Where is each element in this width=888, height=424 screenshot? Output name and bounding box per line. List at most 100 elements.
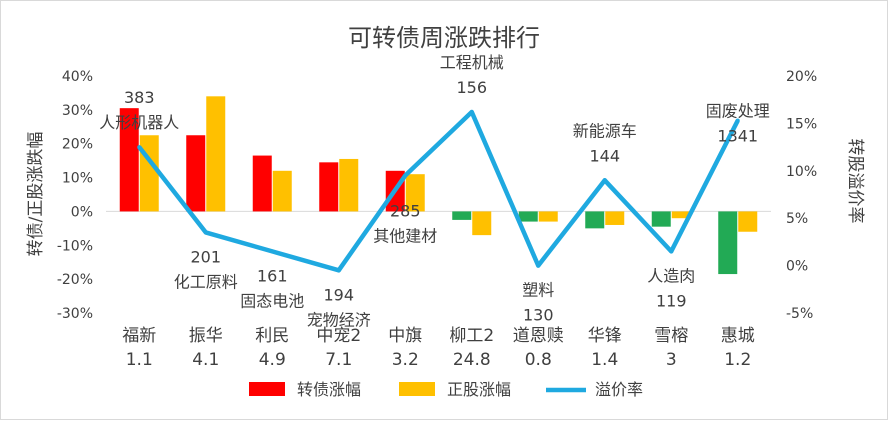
y-tick-label: -30%: [57, 306, 93, 322]
x-tick-sublabel: 4.1: [192, 350, 219, 370]
bar-convertible-change: [585, 211, 605, 229]
premium-annotation-label: 宠物经济: [307, 310, 371, 329]
x-tick-label: 柳工2: [449, 326, 494, 346]
legend-label-convertible: 转债涨幅: [297, 380, 361, 399]
x-tick-sublabel: 1.2: [724, 350, 751, 370]
premium-annotation-label: 119: [656, 291, 687, 310]
premium-annotation-label: 人造肉: [647, 266, 695, 285]
premium-annotation-label: 塑料: [522, 281, 554, 300]
legend-label-premium: 溢价率: [595, 380, 643, 399]
y2-tick-label: 5%: [786, 211, 808, 227]
premium-annotation-label: 人形机器人: [99, 113, 179, 132]
premium-annotation-label: 161: [257, 266, 288, 285]
premium-annotation-label: 144: [589, 146, 620, 165]
x-tick-label: 振华: [189, 326, 223, 346]
bar-stock-change: [671, 211, 691, 219]
bar-stock-change: [206, 96, 226, 212]
x-tick-sublabel: 7.1: [325, 350, 352, 370]
bar-convertible-change: [319, 162, 339, 212]
x-tick-label: 中宠2: [316, 326, 361, 346]
premium-rate-point: [469, 110, 474, 115]
bar-convertible-change: [452, 211, 472, 220]
bar-convertible-change: [119, 108, 139, 212]
y2-axis-ticks: -5% 0% 5% 10% 15% 20%: [786, 69, 817, 322]
premium-annotation-label: 285: [390, 202, 421, 221]
y-tick-label: 0%: [71, 204, 93, 220]
premium-annotation-label: 固废处理: [706, 102, 770, 121]
x-tick-sublabel: 3.2: [392, 350, 419, 370]
premium-annotation-label: 其他建材: [373, 227, 437, 246]
premium-rate-point: [669, 249, 674, 254]
bar-stock-change: [272, 170, 292, 212]
x-tick-label: 中旗: [388, 326, 422, 346]
x-tick-sublabel: 3: [666, 350, 677, 370]
x-tick-sublabel: 1.1: [126, 350, 153, 370]
annotations: 383 人形机器人 201 化工原料 161 固态电池 194 宠物经济 285 其他建材 工程机械…: [99, 53, 770, 329]
bar-stock-change: [538, 211, 558, 222]
bar-stock-change: [405, 174, 425, 212]
premium-rate-point: [536, 263, 541, 268]
y2-tick-label: 20%: [786, 69, 817, 85]
bar-convertible-change: [651, 211, 671, 227]
x-tick-label: 道恩赎: [513, 326, 564, 346]
x-tick-sublabel: 4.9: [259, 350, 286, 370]
premium-rate-point: [137, 145, 142, 150]
legend-label-stock: 正股涨幅: [447, 380, 511, 399]
x-tick-label: 利民: [255, 326, 289, 346]
y-axis-label: 转债/正股涨跌幅: [26, 132, 46, 257]
legend-swatch-stock: [399, 382, 435, 396]
x-axis-ticks: 福新 1.1 振华 4.1 利民 4.9 中宠2 7.1 中旗 3.2 柳工2 24.8 道恩赎 0.8 华…: [122, 326, 755, 370]
y-tick-label: 30%: [62, 103, 93, 119]
bar-stock-change: [339, 158, 359, 212]
bar-stock-change: [472, 211, 492, 236]
premium-line: [137, 109, 740, 273]
y-tick-label: 40%: [62, 69, 93, 85]
premium-rate-point: [602, 178, 607, 183]
y2-tick-label: 10%: [786, 164, 817, 180]
x-tick-label: 福新: [122, 326, 156, 346]
bar-stock-change: [738, 211, 758, 232]
x-tick-label: 惠城: [721, 326, 755, 346]
bar-stock-change: [139, 135, 159, 212]
chart-title: 可转债周涨跌排行: [348, 24, 540, 52]
premium-rate-point: [203, 230, 208, 235]
legend: 转债涨幅 正股涨幅 溢价率: [249, 380, 643, 399]
x-tick-sublabel: 1.4: [591, 350, 618, 370]
bars: [119, 96, 758, 275]
x-tick-label: 华锋: [588, 326, 622, 346]
premium-annotation-label: 固态电池: [240, 291, 304, 310]
premium-rate-point: [735, 118, 740, 123]
bar-convertible-change: [252, 155, 272, 212]
x-tick-sublabel: 0.8: [525, 350, 552, 370]
premium-annotation-label: 1341: [717, 127, 758, 146]
x-tick-label: 雪榕: [654, 326, 688, 346]
y-tick-label: 20%: [62, 137, 93, 153]
y-tick-label: -10%: [57, 238, 93, 254]
premium-rate-line: [137, 109, 740, 273]
premium-rate-point: [403, 173, 408, 178]
premium-annotation-label: 新能源车: [573, 121, 637, 140]
y-tick-label: -20%: [57, 272, 93, 288]
premium-annotation-label: 194: [323, 285, 354, 304]
bar-convertible-change: [518, 211, 538, 222]
y-axis-ticks: -30% -20% -10% 0% 10% 20% 30% 40%: [57, 69, 93, 322]
premium-annotation-label: 383: [124, 88, 155, 107]
y-tick-label: 10%: [62, 171, 93, 187]
y2-tick-label: 15%: [786, 116, 817, 132]
premium-annotation-label: 化工原料: [174, 272, 238, 291]
premium-annotation-label: 201: [190, 247, 221, 266]
premium-rate-point: [336, 268, 341, 273]
y2-tick-label: 0%: [786, 259, 808, 275]
premium-annotation-label: 工程机械: [440, 53, 504, 72]
premium-annotation-label: 156: [456, 78, 487, 97]
premium-annotation-label: 130: [523, 306, 554, 325]
y2-tick-label: -5%: [786, 306, 813, 322]
bar-stock-change: [605, 211, 625, 225]
legend-swatch-convertible: [249, 382, 285, 396]
x-tick-sublabel: 24.8: [453, 350, 491, 370]
bar-convertible-change: [186, 135, 206, 212]
bar-convertible-change: [718, 211, 738, 275]
y2-axis-label: 转股溢价率: [845, 139, 865, 224]
